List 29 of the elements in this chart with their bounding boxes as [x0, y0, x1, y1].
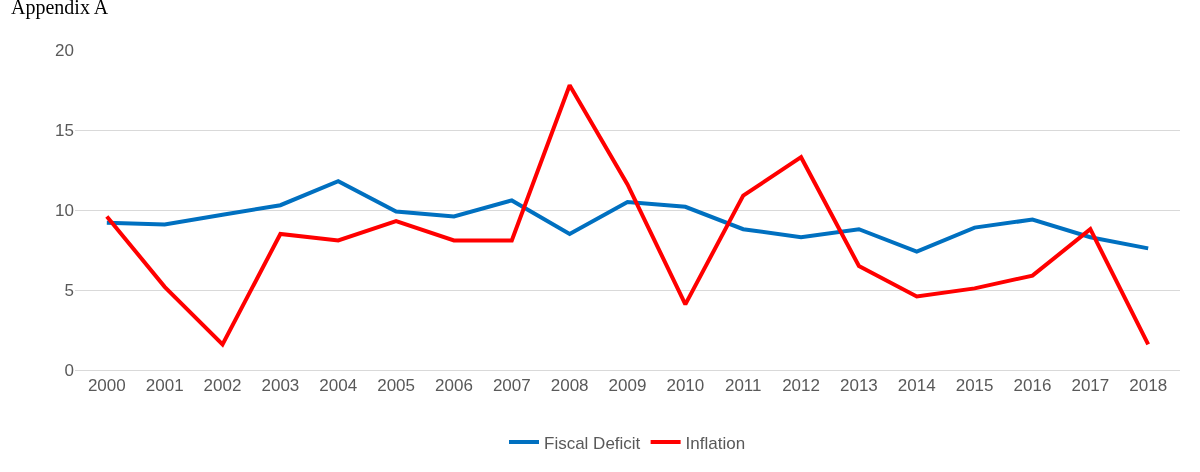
line-series — [104, 179, 1151, 254]
x-tick-label: 2010 — [666, 376, 705, 396]
x-tick-label: 2012 — [782, 376, 820, 396]
x-tick-label: 2001 — [145, 376, 184, 396]
x-tick-label: 2005 — [377, 376, 415, 396]
x-tick-label: 2011 — [724, 376, 762, 396]
y-tick-label: 20 — [55, 40, 74, 60]
legend-label: Inflation — [685, 433, 746, 453]
x-tick-label: 2015 — [955, 376, 994, 396]
x-tick-label: 2004 — [319, 376, 358, 396]
y-tick-label: 15 — [55, 120, 74, 140]
x-tick-label: 2014 — [897, 376, 936, 396]
y-tick-label: 0 — [64, 360, 74, 380]
legend-label: Fiscal Deficit — [544, 433, 641, 453]
x-tick-label: 2017 — [1071, 376, 1110, 396]
line-series — [104, 83, 1151, 347]
x-tick-label: 2007 — [492, 376, 531, 396]
x-tick-label: 2006 — [435, 376, 473, 396]
x-tick-label: 2002 — [203, 376, 242, 396]
y-tick-label: 5 — [64, 280, 74, 300]
x-tick-label: 2016 — [1013, 376, 1052, 396]
text: Appendix A — [11, 0, 109, 19]
x-tick-label: 2009 — [608, 376, 647, 396]
x-tick-label: 2018 — [1129, 376, 1168, 396]
x-tick-label: 2000 — [87, 376, 126, 396]
x-tick-label: 2008 — [550, 376, 589, 396]
y-tick-label: 10 — [55, 200, 74, 220]
x-tick-label: 2003 — [261, 376, 300, 396]
x-tick-label: 2013 — [840, 376, 878, 396]
